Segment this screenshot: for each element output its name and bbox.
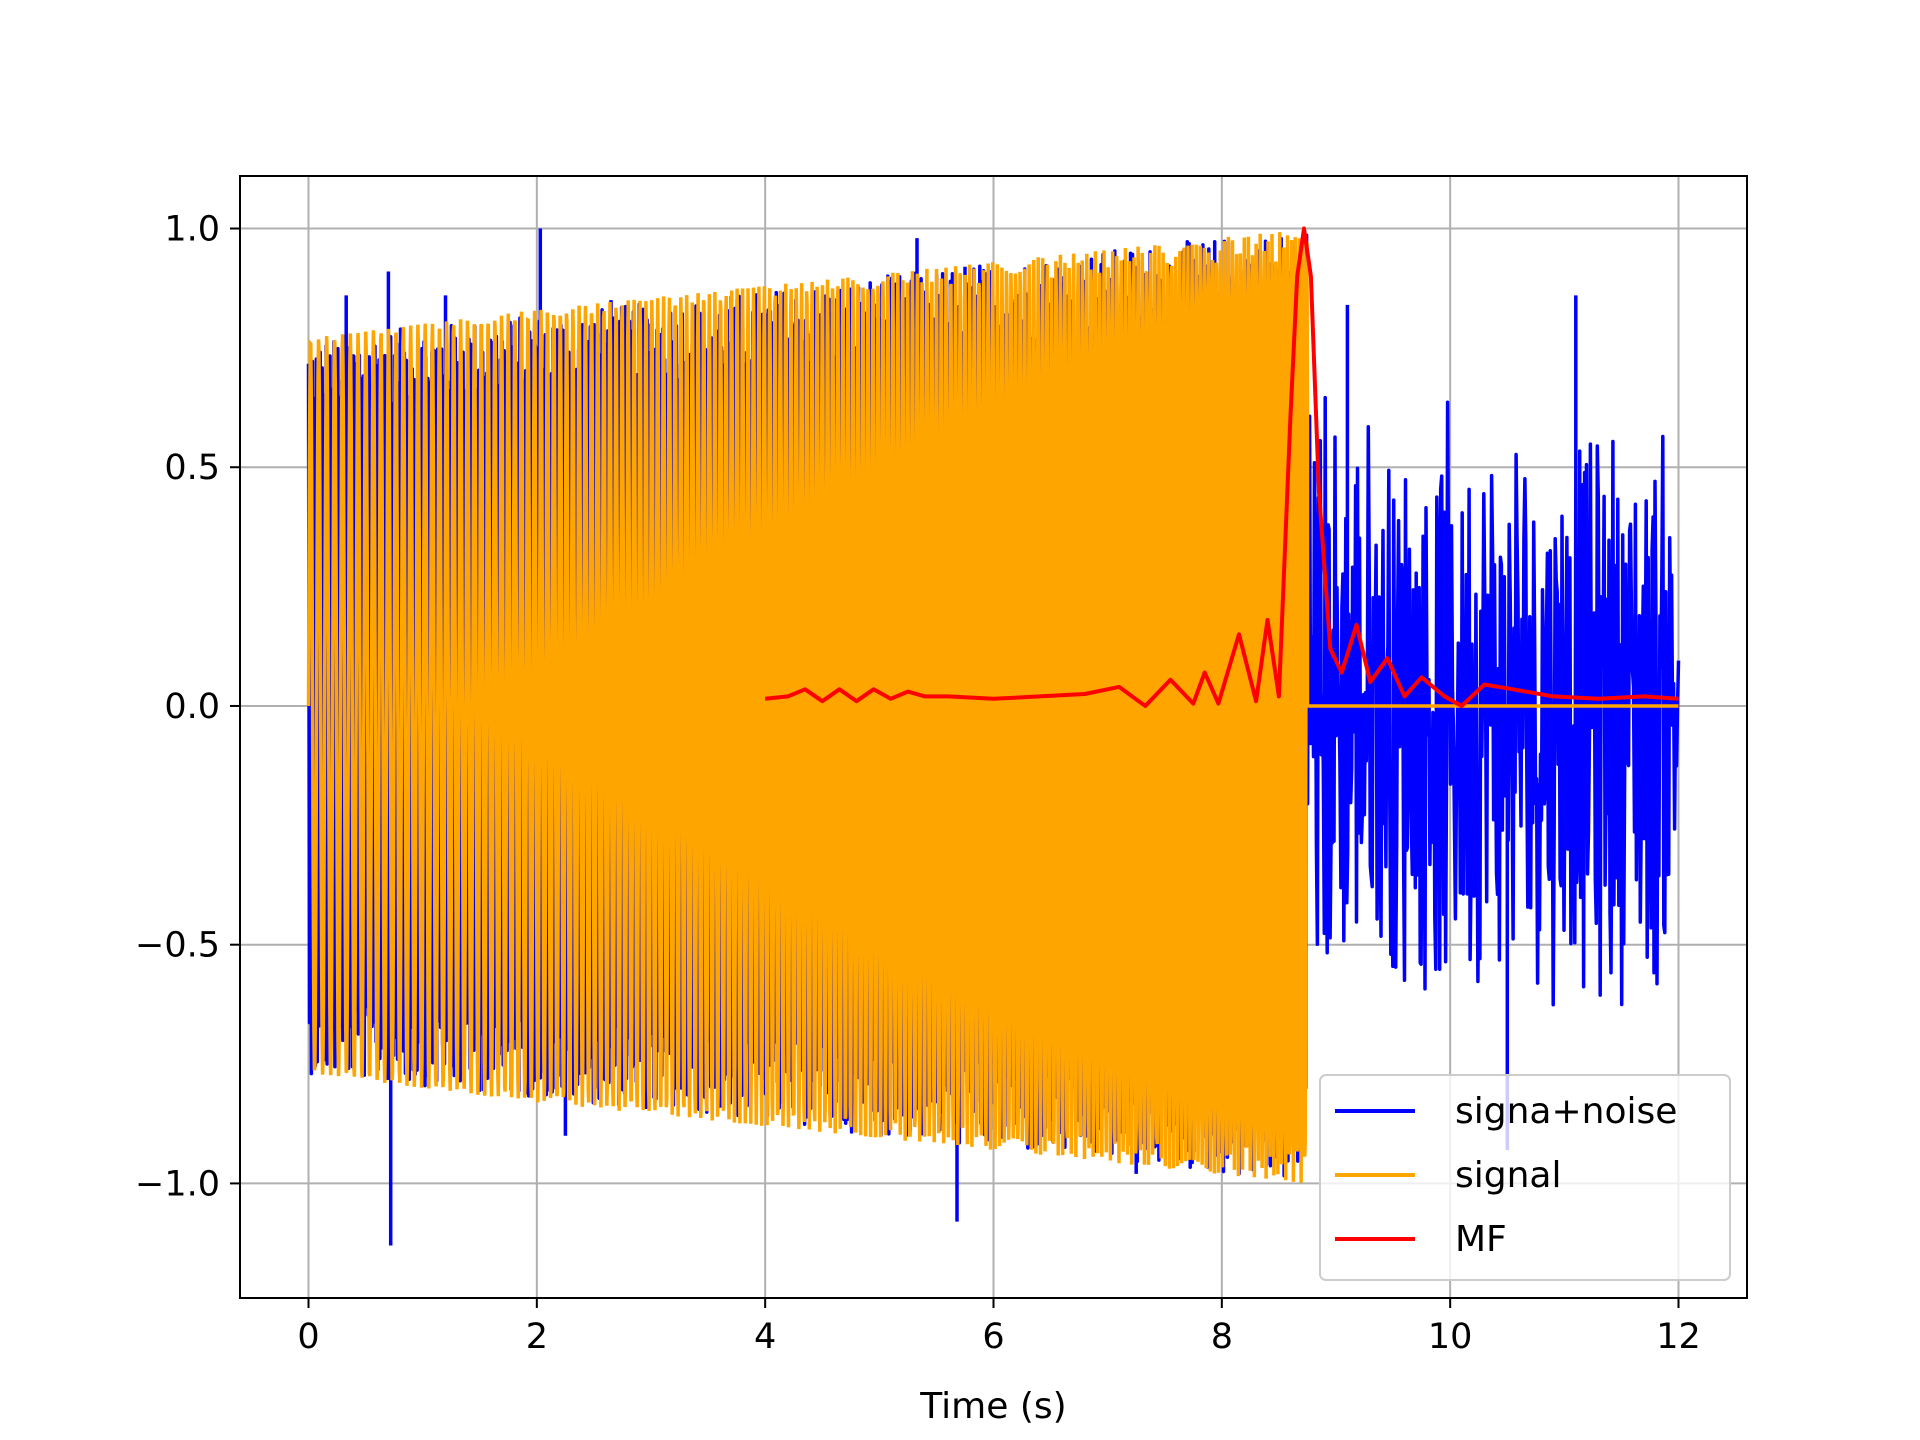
y-tick-label: 0.5 [164,448,220,488]
series-signal-line [306,232,1679,1183]
x-tick-label: 2 [526,1317,548,1357]
legend-label: signal [1455,1155,1562,1196]
x-axis-label: Time (s) [919,1386,1066,1427]
legend: signa+noise signal MF [1319,1074,1731,1281]
y-tick-label: −0.5 [135,926,220,966]
ticks: 0 2 4 6 8 10 12 1.0 0.5 0.0 −0.5 −1.0 [135,210,1701,1357]
legend-label: MF [1455,1219,1507,1260]
series-layer [306,226,1681,1246]
legend-label: signa+noise [1455,1091,1677,1132]
y-tick-label: 0.0 [164,687,220,727]
y-tick-label: −1.0 [135,1164,220,1204]
series-mf-line [764,226,1679,708]
legend-box [1319,1074,1731,1281]
x-tick-label: 12 [1656,1317,1701,1357]
x-tick-label: 8 [1211,1317,1233,1357]
x-tick-label: 0 [297,1317,319,1357]
y-tick-label: 1.0 [164,210,220,250]
x-tick-label: 4 [754,1317,776,1357]
x-tick-label: 10 [1428,1317,1473,1357]
x-tick-label: 6 [982,1317,1004,1357]
